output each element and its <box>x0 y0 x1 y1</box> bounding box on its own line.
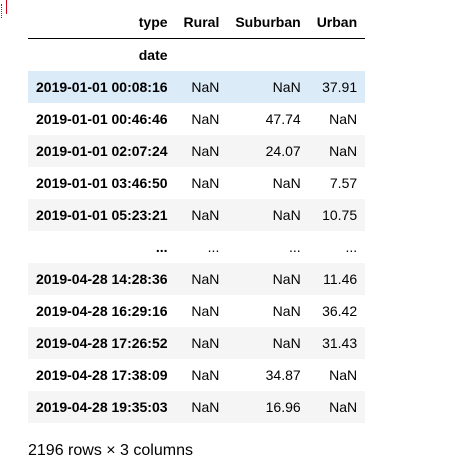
columns-name-label: type <box>28 6 176 39</box>
table-row[interactable]: 2019-01-01 03:46:50 NaN NaN 7.57 <box>28 167 366 199</box>
cell-urban: 11.46 <box>323 271 358 287</box>
cell-rural: NaN <box>191 367 220 383</box>
cell-rural: NaN <box>191 399 220 415</box>
row-index: 2019-01-01 05:23:21 <box>36 207 168 223</box>
cell-urban: 37.91 <box>322 79 358 95</box>
row-index: 2019-04-28 17:38:09 <box>36 367 168 383</box>
cell-rural: NaN <box>191 207 220 223</box>
table-row[interactable]: 2019-04-28 17:26:52 NaN NaN 31.43 <box>28 327 366 359</box>
cell-urban: ... <box>345 239 358 255</box>
ellipsis-row: ... ... ... ... <box>28 231 366 263</box>
dataframe-table: type Rural Suburban Urban date 2019-01-0… <box>28 6 366 423</box>
cell-suburban: 24.07 <box>265 143 301 159</box>
marker-bar <box>1 4 2 18</box>
table-row[interactable]: 2019-01-01 05:23:21 NaN NaN 10.75 <box>28 199 366 231</box>
cell-rural: NaN <box>191 111 220 127</box>
column-header-urban: Urban <box>308 6 366 39</box>
cell-rural: ... <box>207 239 220 255</box>
cell-urban: 31.43 <box>322 335 358 351</box>
row-index: 2019-04-28 14:28:36 <box>36 271 168 287</box>
cell-urban: NaN <box>329 367 358 383</box>
cell-suburban: NaN <box>272 207 301 223</box>
cell-rural: NaN <box>191 143 220 159</box>
cell-urban: 36.42 <box>322 303 358 319</box>
cell-urban: NaN <box>329 111 358 127</box>
table-row[interactable]: 2019-01-01 00:46:46 NaN 47.74 NaN <box>28 103 366 135</box>
table-row[interactable]: 2019-01-01 00:08:16 NaN NaN 37.91 <box>28 71 366 103</box>
cell-suburban: ... <box>289 239 301 255</box>
row-index: 2019-01-01 00:46:46 <box>36 111 168 127</box>
cell-rural: NaN <box>191 271 220 287</box>
column-header-row: type Rural Suburban Urban <box>28 6 366 39</box>
cell-suburban: NaN <box>272 175 301 191</box>
cell-urban: NaN <box>329 399 358 415</box>
column-header-suburban: Suburban <box>227 6 309 39</box>
table-row[interactable]: 2019-04-28 17:38:09 NaN 34.87 NaN <box>28 359 366 391</box>
table-row[interactable]: 2019-04-28 16:29:16 NaN NaN 36.42 <box>28 295 366 327</box>
row-index: 2019-01-01 02:07:24 <box>36 143 168 159</box>
row-index: 2019-04-28 16:29:16 <box>36 303 168 319</box>
cell-suburban: 47.74 <box>265 111 301 127</box>
table-row[interactable]: 2019-04-28 14:28:36 NaN NaN 11.46 <box>28 263 366 295</box>
table-row[interactable]: 2019-04-28 19:35:03 NaN 16.96 NaN <box>28 391 366 423</box>
cell-rural: NaN <box>191 79 220 95</box>
row-index: 2019-04-28 19:35:03 <box>36 399 168 415</box>
cell-suburban: NaN <box>272 79 301 95</box>
row-index: 2019-01-01 00:08:16 <box>36 79 168 95</box>
cell-rural: NaN <box>191 335 220 351</box>
cell-suburban: NaN <box>272 303 301 319</box>
cell-urban: NaN <box>329 143 358 159</box>
row-index: 2019-04-28 17:26:52 <box>36 335 168 351</box>
cell-suburban: 34.87 <box>265 367 301 383</box>
cell-edge-marker <box>0 0 14 20</box>
cell-suburban: NaN <box>272 335 301 351</box>
cell-rural: NaN <box>191 303 220 319</box>
index-name-label: date <box>138 47 168 63</box>
index-header-row: date <box>28 39 365 72</box>
row-index: 2019-01-01 03:46:50 <box>36 175 168 191</box>
marker-line <box>6 0 13 14</box>
cell-urban: 10.75 <box>322 207 358 223</box>
cell-suburban: NaN <box>272 271 301 287</box>
dataframe-shape: 2196 rows × 3 columns <box>28 442 193 459</box>
column-header-rural: Rural <box>175 6 228 39</box>
cell-rural: NaN <box>191 175 220 191</box>
cell-suburban: 16.96 <box>265 399 301 415</box>
row-index: ... <box>155 239 168 255</box>
cell-urban: 7.57 <box>329 175 358 191</box>
table-row[interactable]: 2019-01-01 02:07:24 NaN 24.07 NaN <box>28 135 366 167</box>
